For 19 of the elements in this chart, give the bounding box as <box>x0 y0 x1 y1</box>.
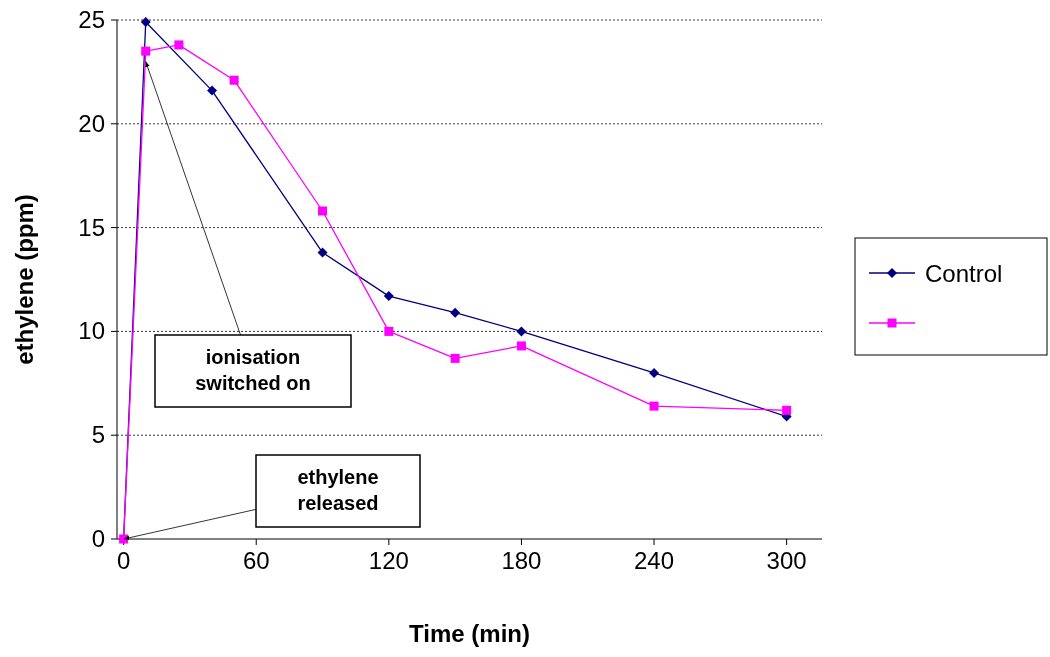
y-tick-label: 15 <box>78 213 105 241</box>
y-tick-label: 10 <box>78 317 105 345</box>
x-tick-label: 300 <box>766 547 807 574</box>
y-tick-label: 20 <box>78 109 105 137</box>
y-tick-label: 25 <box>78 6 105 33</box>
x-axis-title: Time (min) <box>409 620 530 647</box>
annotation: ionisation switched on <box>195 346 311 394</box>
x-tick-label: 120 <box>368 547 409 574</box>
x-tick-label: 60 <box>242 547 270 574</box>
legend-label: Control <box>925 260 1003 287</box>
callout: ethylene released <box>123 454 421 540</box>
callout: ionisation switched on <box>145 61 352 408</box>
x-tick-label: 240 <box>634 547 675 574</box>
y-tick-label: 5 <box>91 421 105 449</box>
x-tick-label: 0 <box>116 547 131 574</box>
y-tick-label: 0 <box>91 525 105 552</box>
annotation: ethylene released <box>297 466 379 514</box>
x-tick-label: 180 <box>501 547 542 574</box>
y-axis-title: ethylene (ppm) <box>11 194 38 365</box>
